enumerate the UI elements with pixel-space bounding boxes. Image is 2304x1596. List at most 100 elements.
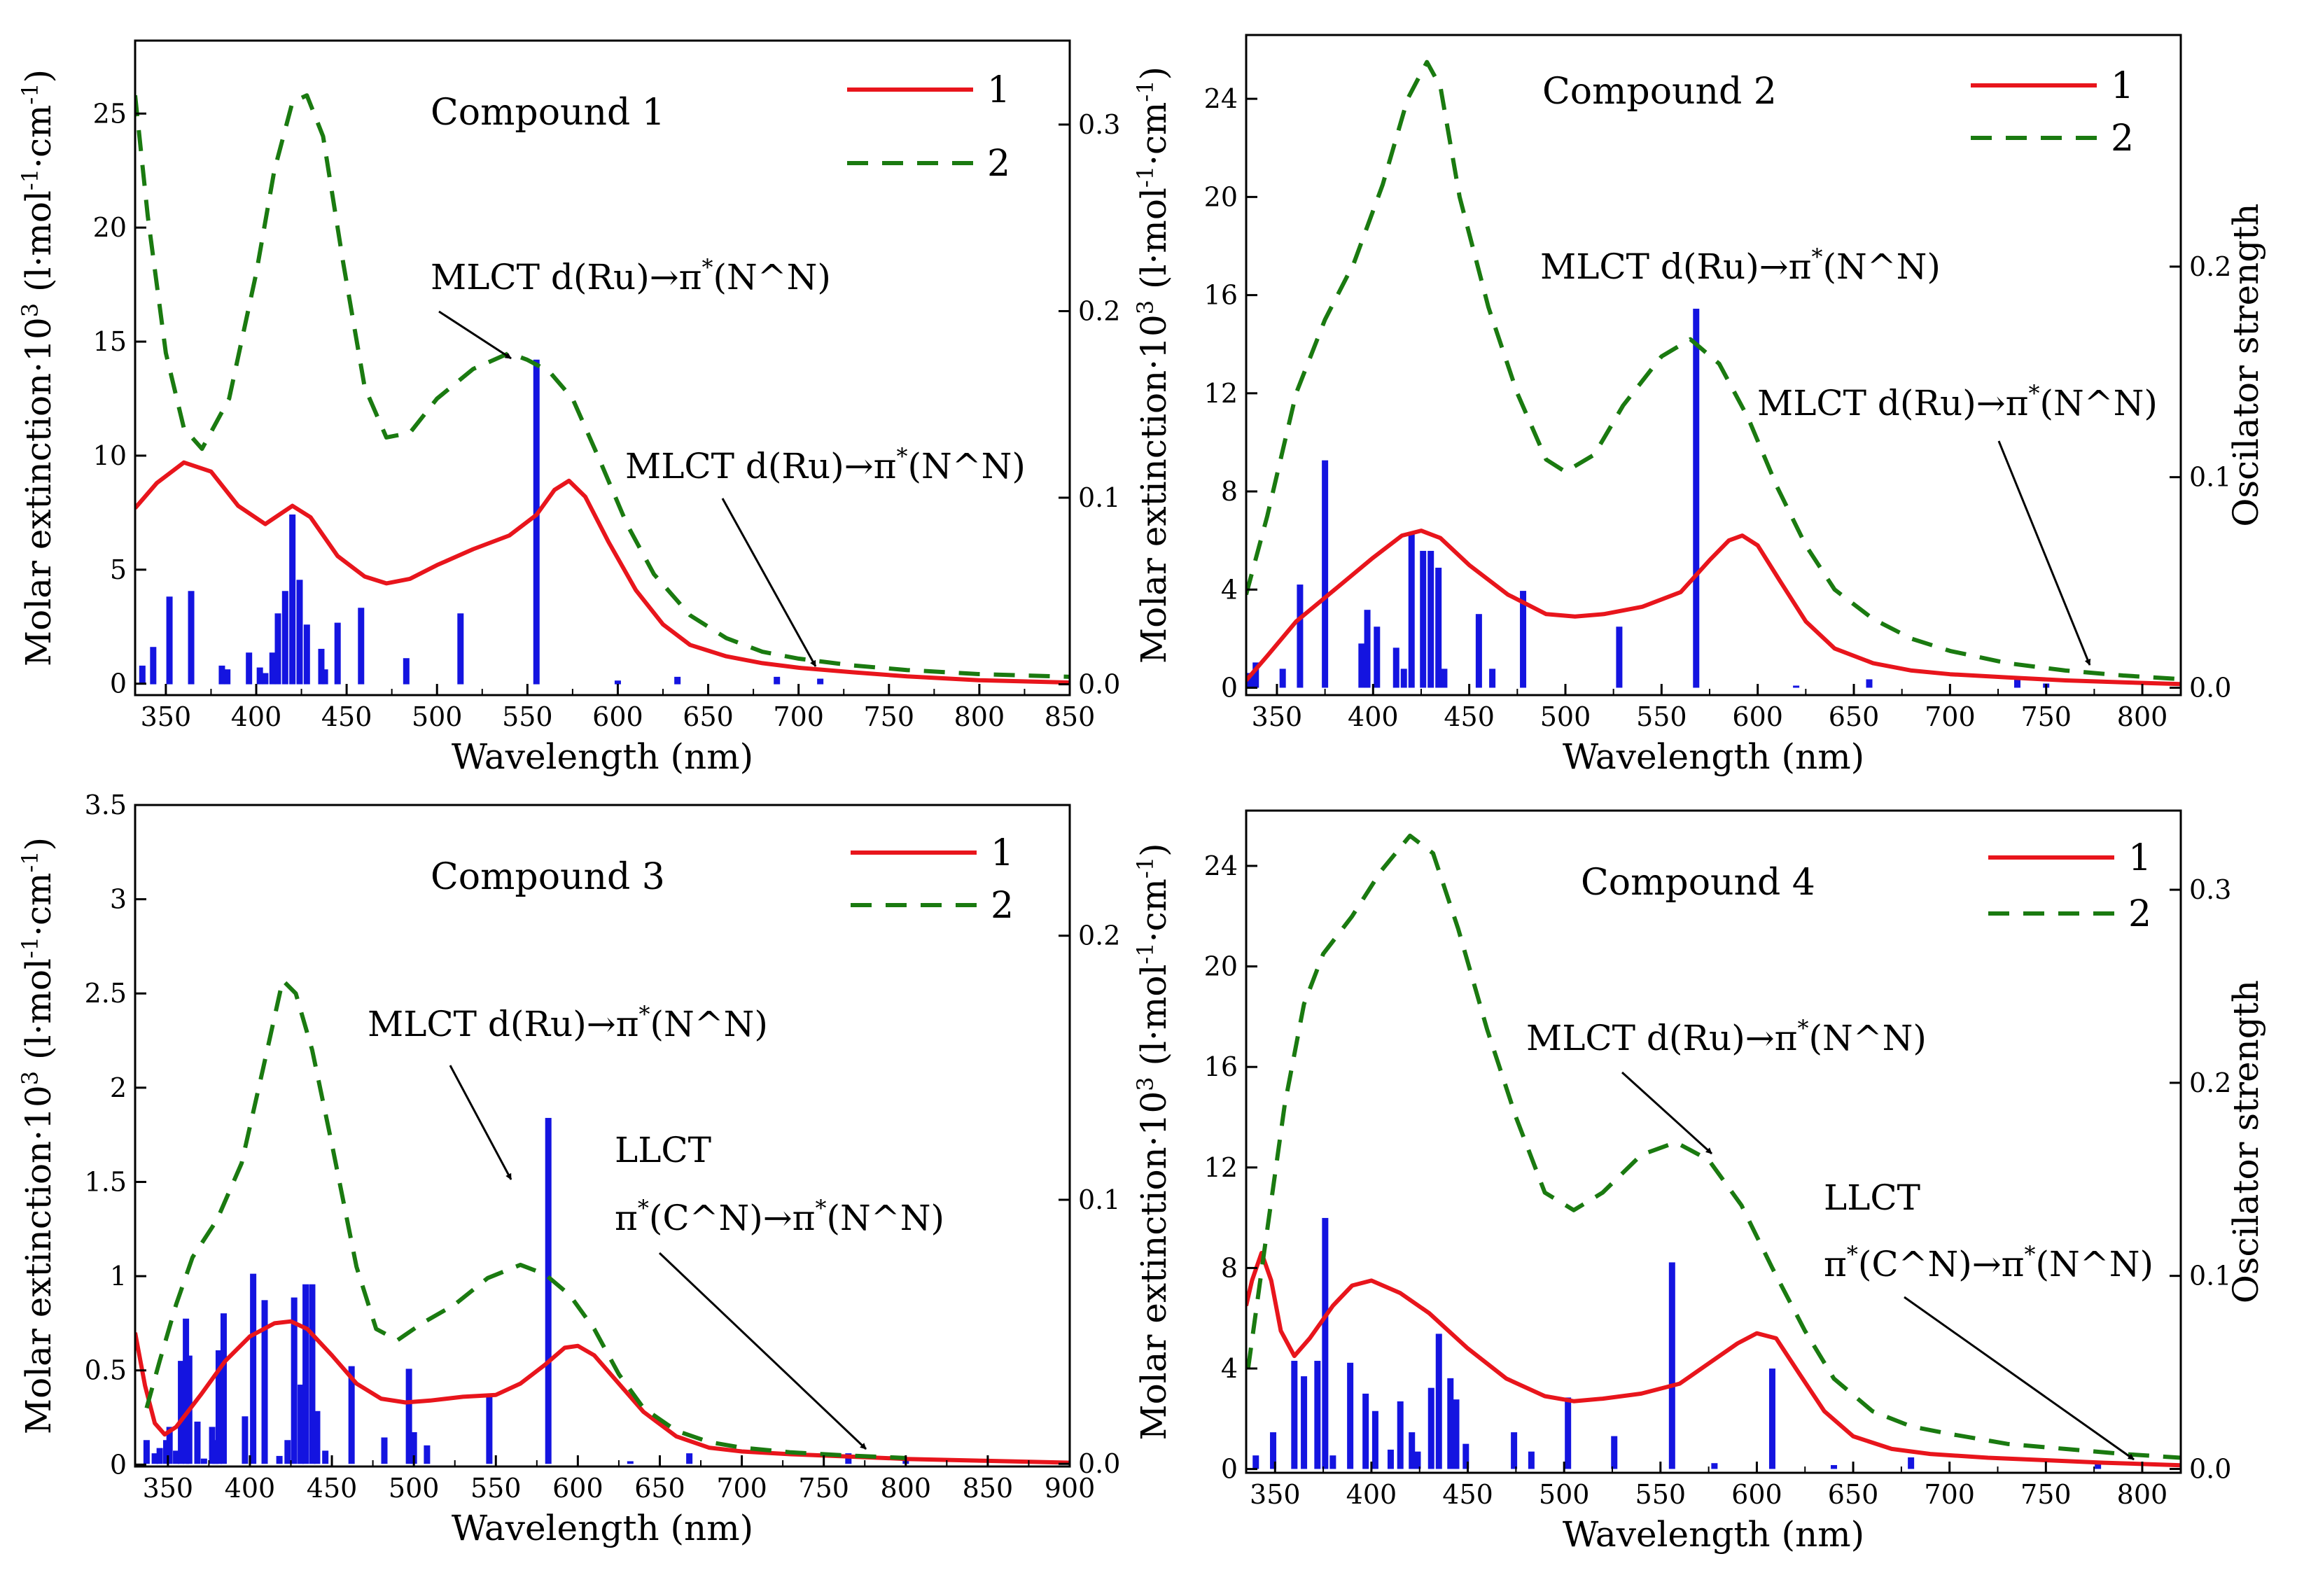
- oscillator-stick: [284, 1440, 291, 1464]
- annotation-arrow: [1997, 440, 2091, 666]
- oscillator-stick: [1322, 460, 1329, 688]
- oscillator-stick: [318, 648, 325, 685]
- annotation-llct-label: LLCT: [615, 1130, 711, 1170]
- series-2-line: [1246, 833, 2181, 1460]
- oscillator-stick: [457, 613, 464, 685]
- chart-panel-3: 350 400 450 500 550 600 650 700 750 800 850 900 0 0.5…: [17, 790, 1120, 1548]
- oscillator-stick: [314, 1410, 321, 1464]
- oscillator-stick: [194, 1421, 201, 1464]
- plot-area: [1246, 59, 2181, 688]
- oscillator-stick: [1447, 1378, 1454, 1469]
- y-left-tick-label: 24: [1204, 850, 1238, 881]
- oscillator-stick: [486, 1395, 493, 1464]
- oscillator-stick: [348, 1366, 355, 1464]
- oscillator-stick: [274, 613, 281, 685]
- oscillator-stick: [1435, 568, 1442, 688]
- oscillator-stick: [188, 591, 195, 685]
- oscillator-stick: [261, 1300, 268, 1464]
- oscillator-stick: [256, 667, 263, 685]
- oscillator-stick: [1908, 1457, 1915, 1469]
- y-left-tick-label: 20: [1204, 951, 1238, 982]
- x-tick-label: 700: [716, 1473, 767, 1504]
- oscillator-stick: [296, 580, 303, 685]
- y-left-axis-label: Molar extinction·103 (l·mol-1·cm-1): [1132, 843, 1174, 1440]
- oscillator-stick: [381, 1437, 388, 1464]
- oscillator-stick: [242, 1416, 249, 1464]
- oscillator-stick: [209, 1427, 216, 1464]
- series-2-line: [1246, 59, 2181, 682]
- oscillator-stick: [2014, 679, 2021, 688]
- oscillator-stick: [358, 608, 365, 685]
- x-tick-label: 400: [1346, 1479, 1397, 1510]
- plot-area: [1246, 833, 2181, 1469]
- x-tick-label: 650: [1829, 701, 1880, 732]
- oscillator-stick: [183, 1318, 190, 1464]
- oscillator-stick: [178, 1361, 185, 1464]
- x-tick-label: 800: [2117, 701, 2168, 732]
- y-left-tick-label: 3: [110, 884, 127, 915]
- oscillator-stick: [151, 1453, 158, 1464]
- chart-title: Compound 2: [1542, 71, 1777, 113]
- y-right-tick-label: 0.0: [1078, 669, 1120, 700]
- x-tick-label: 650: [683, 701, 734, 732]
- x-tick-label: 750: [2020, 701, 2072, 732]
- annotation-llct-transition: π*(C^N)→π*(N^N): [615, 1195, 944, 1238]
- oscillator-stick: [1511, 1432, 1518, 1469]
- x-tick-label: 400: [231, 701, 282, 732]
- x-tick-label: 700: [1924, 1479, 1975, 1510]
- oscillator-stick: [1347, 1362, 1354, 1469]
- oscillator-stick: [1453, 1399, 1460, 1469]
- oscillator-stick: [276, 1455, 283, 1464]
- oscillator-stick: [215, 1350, 222, 1464]
- oscillator-stick: [627, 1461, 634, 1464]
- oscillator-stick: [150, 647, 157, 685]
- annotation-arrow: [1904, 1296, 2135, 1461]
- legend-label-2: 2: [2128, 893, 2151, 935]
- y-left-tick-label: 2.5: [85, 978, 127, 1009]
- x-tick-label: 450: [1444, 701, 1495, 732]
- oscillator-stick: [1364, 610, 1371, 688]
- oscillator-stick: [218, 665, 225, 685]
- oscillator-stick: [281, 591, 288, 685]
- y-left-tick-label: 12: [1204, 378, 1238, 409]
- oscillator-stick: [774, 676, 781, 685]
- annotation-arrow: [658, 1252, 867, 1450]
- x-tick-label: 800: [881, 1473, 932, 1504]
- oscillator-stick: [405, 1368, 412, 1464]
- y-left-tick-label: 3.5: [85, 790, 127, 820]
- series-2-line: [144, 978, 906, 1460]
- oscillator-stick: [614, 680, 621, 685]
- oscillator-stick: [686, 1453, 693, 1464]
- chart-panel-4: 350 400 450 500 550 600 650 700 750 8000481216202…: [1132, 809, 2266, 1555]
- oscillator-stick: [1252, 1455, 1259, 1469]
- series-1-line: [1246, 528, 2181, 687]
- y-right-tick-label: 0.2: [1078, 295, 1120, 326]
- annotation-arrow: [1621, 1071, 1713, 1155]
- oscillator-stick: [298, 1385, 305, 1464]
- oscillator-stick: [1520, 591, 1527, 688]
- oscillator-stick: [289, 514, 296, 685]
- x-tick-label: 450: [321, 701, 372, 732]
- oscillator-stick: [1768, 1368, 1775, 1469]
- annotation-arrow: [721, 498, 817, 667]
- x-tick-label: 700: [773, 701, 824, 732]
- x-tick-label: 400: [1348, 701, 1399, 732]
- oscillator-stick: [1616, 626, 1623, 688]
- chart-panel-2: 350 400 450 500 550 600 650 700 750 8000481216202…: [1132, 34, 2266, 777]
- y-left-tick-label: 4: [1221, 1353, 1238, 1384]
- y-left-tick-label: 25: [93, 98, 127, 129]
- y-left-tick-label: 0: [1221, 1454, 1238, 1485]
- oscillator-stick: [1475, 614, 1482, 688]
- y-left-tick-label: 15: [93, 326, 127, 357]
- x-tick-label: 900: [1045, 1473, 1096, 1504]
- x-axis-label: Wavelength (nm): [452, 1508, 753, 1548]
- oscillator-stick: [1408, 531, 1415, 688]
- oscillator-stick: [1371, 1410, 1378, 1469]
- oscillator-stick: [1528, 1451, 1535, 1469]
- x-tick-label: 350: [143, 1473, 194, 1504]
- y-left-tick-label: 1.5: [85, 1166, 127, 1197]
- oscillator-stick: [2095, 1461, 2102, 1469]
- x-tick-label: 500: [1540, 701, 1591, 732]
- x-tick-label: 500: [412, 701, 463, 732]
- oscillator-stick: [1711, 1463, 1718, 1469]
